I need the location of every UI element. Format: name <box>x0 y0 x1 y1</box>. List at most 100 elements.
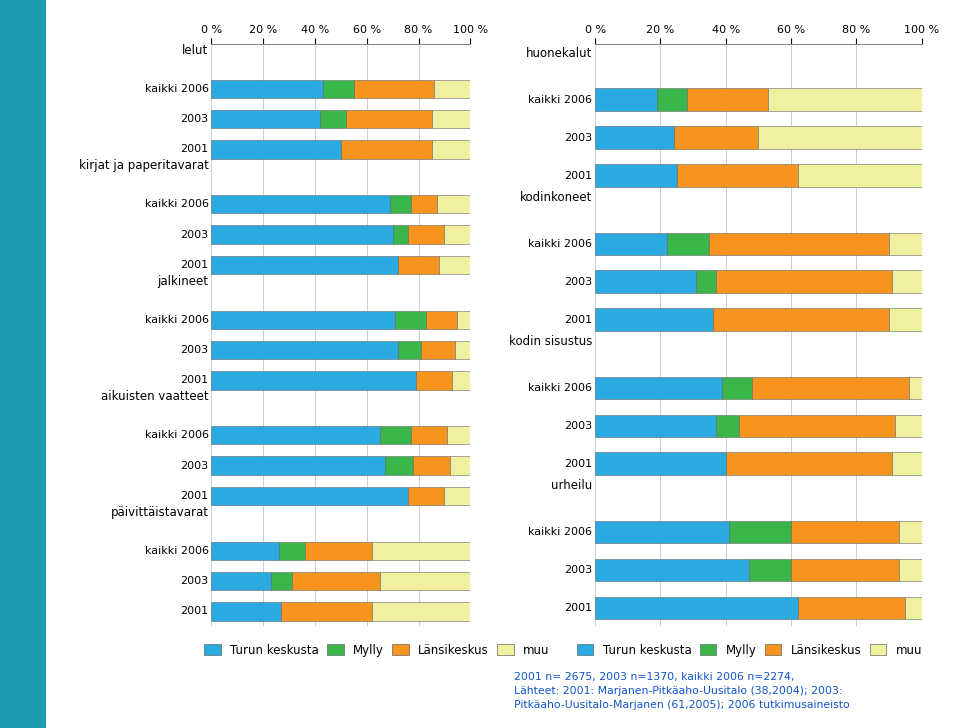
Legend: Turun keskusta, Mylly, Länsikeskus, muu: Turun keskusta, Mylly, Länsikeskus, muu <box>204 644 550 657</box>
Bar <box>723 376 752 400</box>
Bar <box>758 127 922 149</box>
Bar <box>729 521 791 543</box>
Bar <box>271 572 292 590</box>
Bar <box>444 226 470 244</box>
Bar <box>791 521 899 543</box>
Bar <box>211 371 416 389</box>
Bar <box>449 456 470 475</box>
Bar <box>416 371 452 389</box>
Bar <box>677 165 798 187</box>
Bar <box>595 376 723 400</box>
Bar <box>437 195 470 213</box>
Text: 2003: 2003 <box>564 277 592 287</box>
Bar <box>426 311 457 329</box>
Text: 2001: 2001 <box>564 459 592 469</box>
Bar <box>899 521 922 543</box>
Bar <box>353 79 434 98</box>
Bar <box>452 371 470 389</box>
Text: kaikki 2006: kaikki 2006 <box>528 95 592 105</box>
Bar <box>281 602 372 620</box>
Bar <box>320 110 346 128</box>
Text: kaikki 2006: kaikki 2006 <box>528 527 592 537</box>
Bar <box>696 270 716 293</box>
Bar <box>393 226 408 244</box>
Bar <box>411 195 437 213</box>
Text: 2003: 2003 <box>564 132 592 143</box>
Bar <box>726 452 892 475</box>
Bar <box>414 456 449 475</box>
Bar <box>440 256 470 274</box>
Text: 2001: 2001 <box>564 603 592 613</box>
Text: kaikki 2006: kaikki 2006 <box>145 314 208 325</box>
Bar <box>455 341 470 359</box>
Bar <box>431 141 470 159</box>
Bar <box>798 165 922 187</box>
Bar <box>712 309 889 331</box>
Bar <box>749 558 791 582</box>
Text: kaikki 2006: kaikki 2006 <box>145 430 208 440</box>
Bar <box>211 341 397 359</box>
Bar <box>457 311 470 329</box>
Bar <box>278 542 304 560</box>
Bar <box>709 232 889 256</box>
Bar <box>397 256 440 274</box>
Bar <box>686 88 768 111</box>
Bar <box>408 226 444 244</box>
Text: kirjat ja paperitavarat: kirjat ja paperitavarat <box>79 159 208 173</box>
Bar <box>889 309 922 331</box>
Text: lelut: lelut <box>182 44 208 57</box>
Bar <box>791 558 899 582</box>
Bar <box>211 226 393 244</box>
Bar <box>346 110 431 128</box>
Bar <box>716 414 739 438</box>
Bar <box>768 88 922 111</box>
Bar <box>595 521 729 543</box>
Bar <box>211 542 278 560</box>
Bar <box>380 572 470 590</box>
Bar <box>658 88 686 111</box>
Text: kodin sisustus: kodin sisustus <box>509 335 592 348</box>
Bar <box>595 88 658 111</box>
Text: 2001: 2001 <box>180 376 208 385</box>
Text: 2003: 2003 <box>180 229 208 240</box>
Text: kaikki 2006: kaikki 2006 <box>528 383 592 393</box>
Text: 2003: 2003 <box>180 461 208 470</box>
Text: huonekalut: huonekalut <box>525 47 592 60</box>
Bar <box>595 596 798 620</box>
Bar <box>421 341 455 359</box>
Text: kodinkoneet: kodinkoneet <box>519 191 592 204</box>
Bar <box>595 270 696 293</box>
Bar <box>716 270 892 293</box>
Text: kaikki 2006: kaikki 2006 <box>145 199 208 209</box>
Bar <box>372 602 470 620</box>
Bar <box>211 602 281 620</box>
Legend: Turun keskusta, Mylly, Länsikeskus, muu: Turun keskusta, Mylly, Länsikeskus, muu <box>577 644 923 657</box>
Bar <box>447 426 470 444</box>
Text: 2001: 2001 <box>564 314 592 325</box>
Bar <box>341 141 431 159</box>
Bar <box>905 596 922 620</box>
Bar <box>752 376 908 400</box>
Bar <box>211 456 385 475</box>
Text: 2001: 2001 <box>180 606 208 617</box>
Bar <box>798 596 905 620</box>
Bar <box>739 414 896 438</box>
Bar <box>372 542 470 560</box>
Text: 2001: 2001 <box>180 491 208 501</box>
Bar <box>889 232 922 256</box>
Text: aikuisten vaatteet: aikuisten vaatteet <box>101 390 208 403</box>
Bar <box>211 141 341 159</box>
Bar <box>411 426 447 444</box>
Text: 2003: 2003 <box>180 345 208 355</box>
Bar <box>408 487 444 505</box>
Text: 2001 n= 2675, 2003 n=1370, kaikki 2006 n=2274,
Lähteet: 2001: Marjanen-Pitkäaho-: 2001 n= 2675, 2003 n=1370, kaikki 2006 n… <box>514 672 850 710</box>
Bar <box>396 311 426 329</box>
Bar <box>896 414 922 438</box>
Text: urheilu: urheilu <box>551 479 592 492</box>
Bar <box>674 127 758 149</box>
Text: 2001: 2001 <box>180 260 208 270</box>
Bar <box>892 270 922 293</box>
Text: jalkineet: jalkineet <box>157 274 208 288</box>
Bar <box>211 256 397 274</box>
Text: kaikki 2006: kaikki 2006 <box>145 84 208 94</box>
